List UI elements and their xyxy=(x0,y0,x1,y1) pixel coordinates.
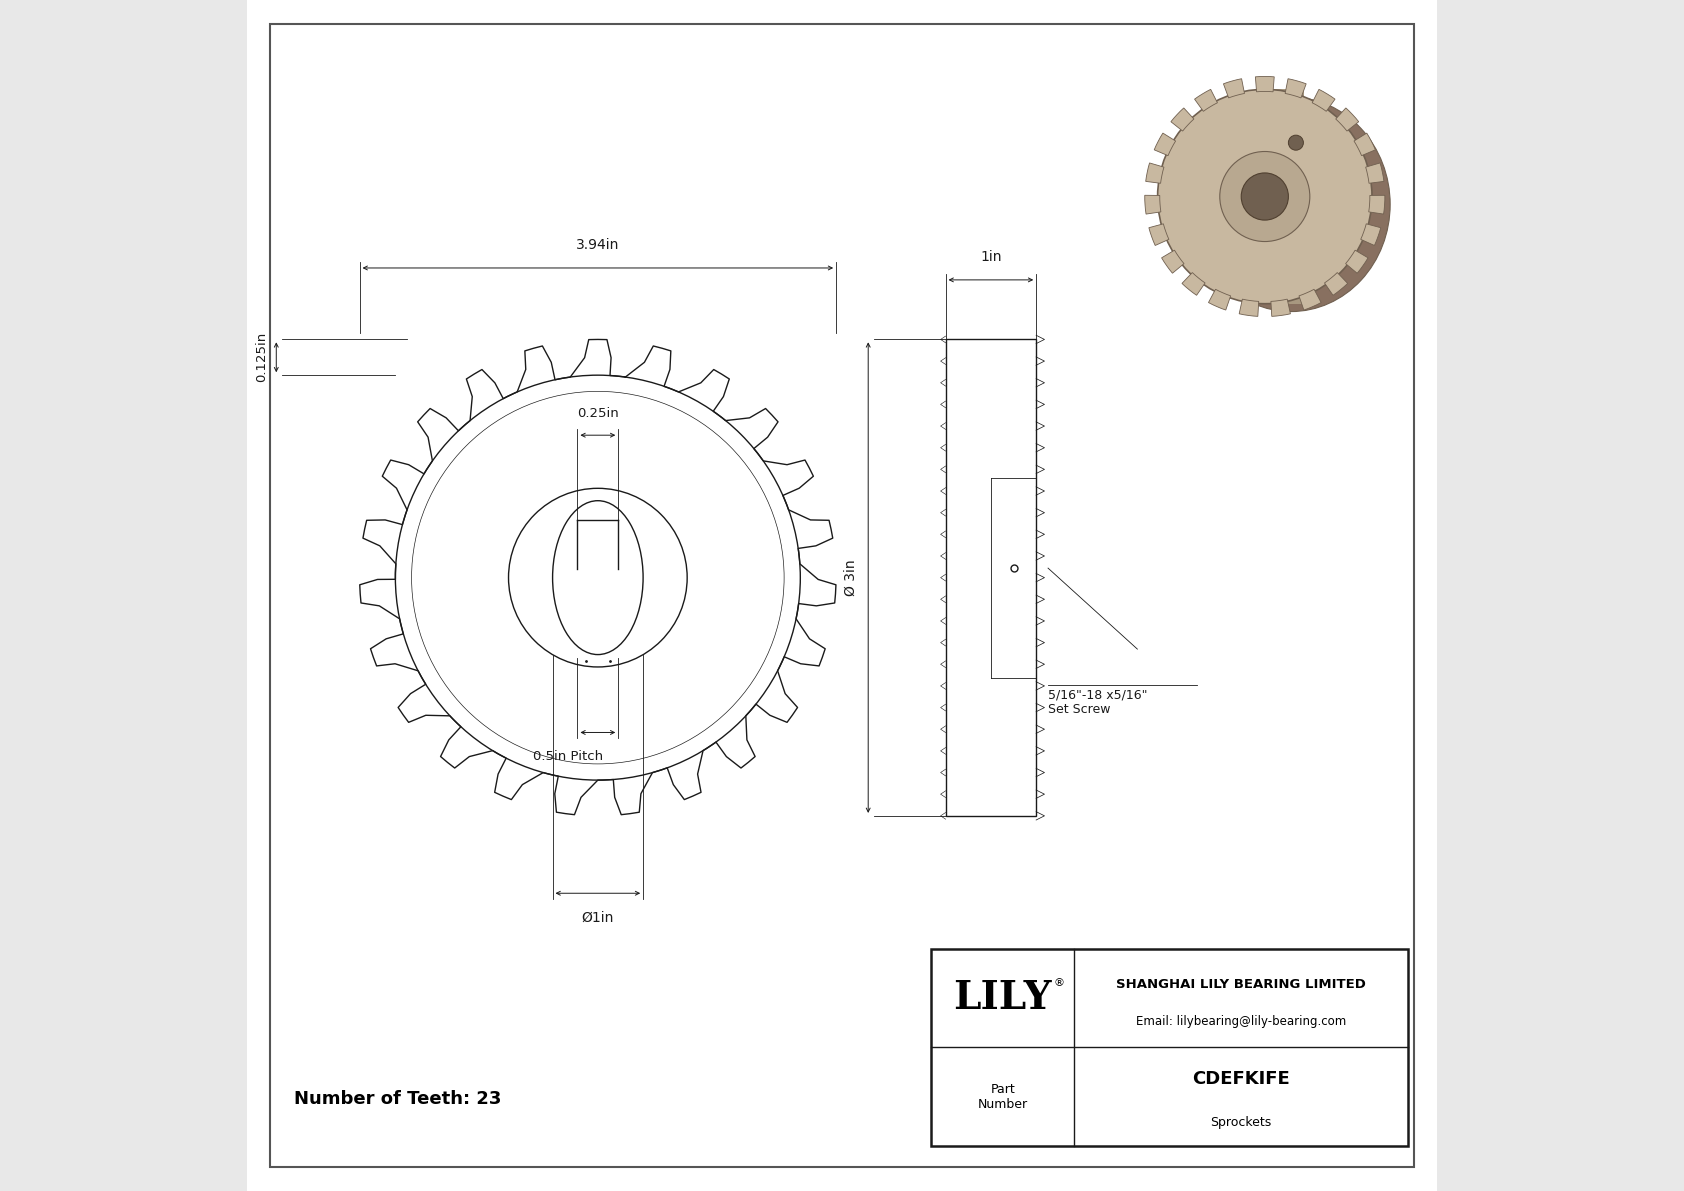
FancyBboxPatch shape xyxy=(1273,89,1303,304)
Wedge shape xyxy=(1224,79,1244,98)
Text: Number of Teeth: 23: Number of Teeth: 23 xyxy=(295,1090,502,1109)
Ellipse shape xyxy=(1192,98,1391,312)
Wedge shape xyxy=(1145,195,1160,214)
Text: 5/16"-18 x5/16"
Set Screw: 5/16"-18 x5/16" Set Screw xyxy=(1047,688,1147,717)
Wedge shape xyxy=(1239,299,1258,317)
Wedge shape xyxy=(1145,163,1164,183)
Text: Ø1in: Ø1in xyxy=(581,911,615,925)
Circle shape xyxy=(1219,151,1310,242)
Wedge shape xyxy=(1154,133,1175,156)
Wedge shape xyxy=(1325,273,1347,295)
Text: 3.94in: 3.94in xyxy=(576,238,620,252)
Text: Sprockets: Sprockets xyxy=(1211,1116,1271,1129)
Wedge shape xyxy=(1369,195,1384,214)
Circle shape xyxy=(1241,173,1288,220)
Wedge shape xyxy=(1148,224,1169,245)
Text: LILY: LILY xyxy=(953,979,1052,1017)
Text: 0.25in: 0.25in xyxy=(578,406,618,419)
Text: Email: lilybearing@lily-bearing.com: Email: lilybearing@lily-bearing.com xyxy=(1137,1016,1346,1029)
Wedge shape xyxy=(1162,250,1184,273)
Wedge shape xyxy=(1361,224,1381,245)
Text: ®: ® xyxy=(1052,978,1064,987)
Wedge shape xyxy=(1209,289,1231,310)
Text: Ø 3in: Ø 3in xyxy=(844,560,857,596)
Text: Part
Number: Part Number xyxy=(978,1083,1027,1111)
Bar xyxy=(946,339,1036,816)
Wedge shape xyxy=(1298,289,1322,310)
Bar xyxy=(931,949,1408,1146)
Circle shape xyxy=(1288,135,1303,150)
Wedge shape xyxy=(1170,108,1194,131)
Wedge shape xyxy=(1182,273,1206,295)
Text: SHANGHAI LILY BEARING LIMITED: SHANGHAI LILY BEARING LIMITED xyxy=(1116,978,1366,991)
Wedge shape xyxy=(1335,108,1359,131)
Wedge shape xyxy=(1354,133,1376,156)
Text: 1in: 1in xyxy=(980,250,1002,264)
Text: 0.125in: 0.125in xyxy=(256,332,268,382)
Wedge shape xyxy=(1312,89,1335,111)
Wedge shape xyxy=(1366,163,1384,183)
Wedge shape xyxy=(1255,76,1275,92)
Circle shape xyxy=(1157,89,1372,304)
Text: CDEFKIFE: CDEFKIFE xyxy=(1192,1070,1290,1087)
Text: 0.5in Pitch: 0.5in Pitch xyxy=(534,750,603,763)
Wedge shape xyxy=(1346,250,1367,273)
Wedge shape xyxy=(1285,79,1307,98)
Wedge shape xyxy=(1194,89,1218,111)
Wedge shape xyxy=(1271,299,1290,317)
